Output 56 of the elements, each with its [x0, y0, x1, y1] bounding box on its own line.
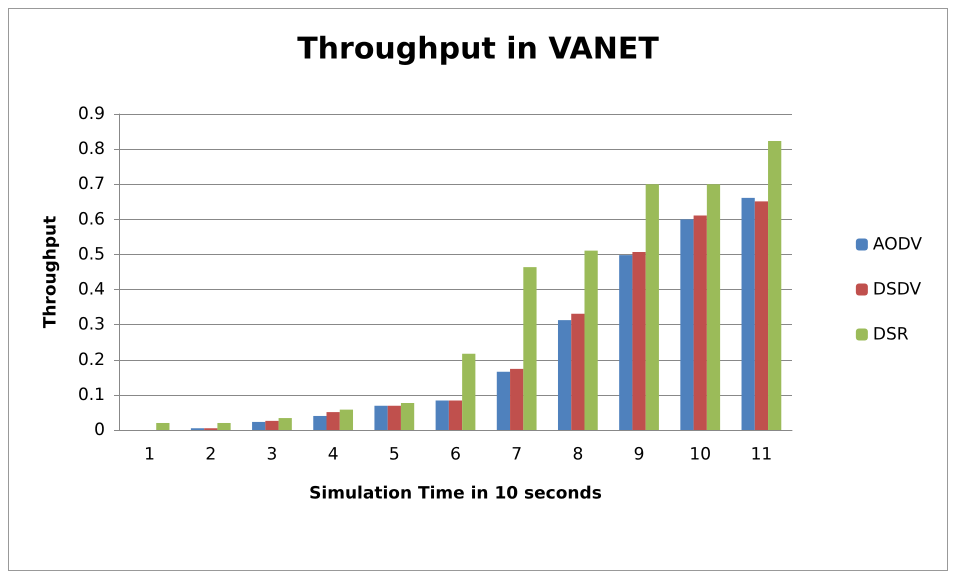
bar	[646, 184, 659, 430]
y-tick-label: 0.4	[78, 280, 105, 300]
bar	[680, 219, 694, 430]
bar	[558, 320, 572, 430]
y-tick-label: 0.5	[78, 244, 105, 264]
bar	[374, 406, 388, 430]
bar	[436, 400, 449, 430]
x-tick-label: 6	[450, 444, 461, 464]
y-tick-label: 0.8	[78, 139, 105, 160]
bar	[754, 201, 768, 430]
bar	[496, 372, 510, 430]
bar	[462, 354, 476, 430]
y-tick-label: 0.7	[78, 174, 105, 194]
legend-label: AODV	[872, 234, 922, 254]
y-tick-label: 0.9	[78, 104, 105, 124]
chart-title: Throughput in VANET	[297, 32, 660, 66]
bar	[326, 412, 340, 430]
bar	[313, 416, 327, 430]
bar	[619, 255, 632, 430]
bar	[388, 406, 401, 430]
y-tick-label: 0.3	[78, 314, 105, 335]
bar	[706, 184, 720, 430]
x-tick-label: 1	[144, 444, 156, 464]
bar	[265, 420, 279, 430]
bar	[340, 410, 354, 430]
y-axis-title: Throughput	[40, 216, 60, 328]
x-tick-label: 10	[689, 444, 712, 464]
legend-label: DSDV	[872, 280, 922, 300]
bar	[571, 314, 584, 430]
bar	[768, 141, 782, 430]
x-tick-label: 11	[750, 444, 772, 464]
x-tick-label: 4	[328, 444, 339, 464]
x-tick-label: 9	[634, 444, 644, 464]
x-tick-label: 3	[266, 444, 278, 464]
x-tick-label: 7	[511, 444, 522, 464]
x-axis-title: Simulation Time in 10 seconds	[309, 484, 602, 504]
x-tick-label: 2	[205, 444, 216, 464]
bar	[448, 400, 462, 430]
bar	[694, 215, 707, 430]
y-tick-label: 0	[94, 420, 105, 440]
y-tick-label: 0.2	[78, 350, 105, 370]
bar	[584, 250, 598, 430]
bar	[742, 198, 755, 430]
bar	[632, 252, 646, 430]
x-tick-label: 8	[572, 444, 584, 464]
bar	[278, 418, 292, 430]
legend-label: DSR	[872, 324, 909, 344]
x-tick-label: 5	[388, 444, 400, 464]
y-tick-label: 0.6	[78, 209, 105, 230]
bar	[510, 368, 524, 430]
bar	[400, 402, 414, 430]
bar	[217, 422, 231, 430]
y-tick-label: 0.1	[78, 384, 105, 405]
bar	[523, 267, 537, 430]
bar	[252, 422, 266, 430]
bar	[156, 422, 170, 430]
